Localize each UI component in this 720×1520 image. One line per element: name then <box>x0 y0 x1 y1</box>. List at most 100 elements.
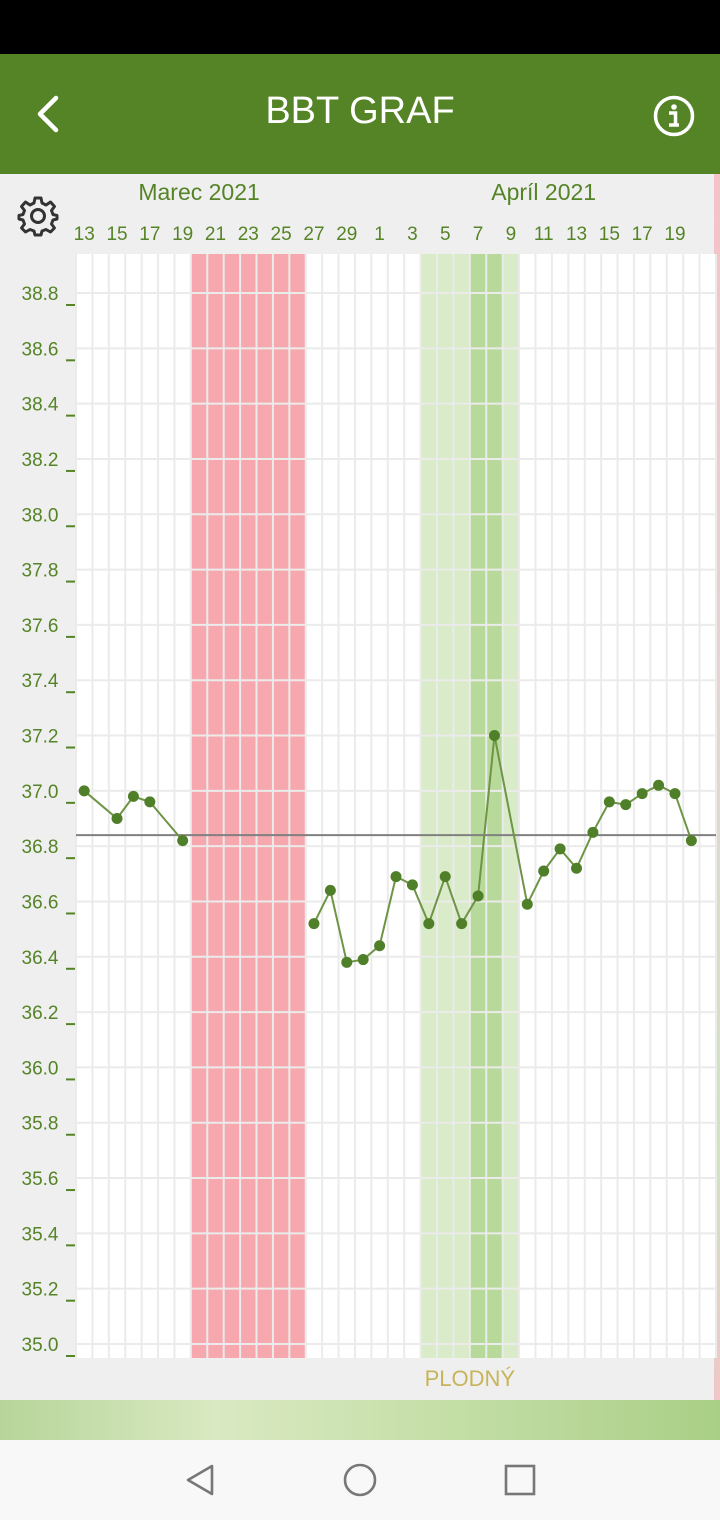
x-tick-label: 11 <box>534 224 554 245</box>
plot-background <box>76 254 716 1358</box>
temperature-point <box>521 898 533 910</box>
x-tick-label: 13 <box>74 224 95 245</box>
settings-button[interactable] <box>16 194 60 238</box>
period-day-band <box>223 254 241 1358</box>
temperature-point <box>308 918 320 930</box>
system-nav-bar <box>0 1440 720 1520</box>
y-tick-label: 36.8 <box>22 837 59 858</box>
back-button[interactable] <box>30 92 70 136</box>
y-tick-label: 38.2 <box>22 450 59 471</box>
chevron-left-icon <box>37 95 59 133</box>
y-tick-label: 38.8 <box>22 284 59 305</box>
temperature-point <box>144 796 156 808</box>
x-tick-label: 25 <box>271 224 292 245</box>
temperature-point <box>439 871 451 883</box>
y-tick-label: 38.4 <box>22 395 59 416</box>
temperature-point <box>357 954 369 966</box>
bbt-chart[interactable]: 38.8 38.6 38.4 38.2 38.0 37.8 37.6 37.4 37.2 37.0… <box>0 174 720 1400</box>
nav-back-button[interactable] <box>180 1460 220 1500</box>
temperature-point <box>127 790 139 802</box>
month-label: Apríl 2021 <box>491 179 596 205</box>
bottom-decoration <box>0 1400 720 1440</box>
nav-home-button[interactable] <box>340 1460 380 1500</box>
y-tick-label: 37.8 <box>22 561 59 582</box>
circle-home-icon <box>343 1463 377 1497</box>
x-tick-label: 1 <box>374 224 385 245</box>
temperature-point <box>620 799 632 811</box>
peak-fertile-day-band <box>486 254 503 1358</box>
month-label: Marec 2021 <box>138 179 259 205</box>
x-tick-label: 27 <box>303 224 324 245</box>
temperature-point <box>571 862 583 874</box>
x-tick-label: 17 <box>139 224 160 245</box>
x-tick-label: 9 <box>506 224 517 245</box>
x-tick-label: 15 <box>106 224 127 245</box>
fertile-day-band <box>502 254 520 1358</box>
temperature-point <box>603 796 615 808</box>
y-tick-label: 35.6 <box>22 1169 59 1190</box>
page-title: BBT GRAF <box>265 90 455 132</box>
status-bar <box>0 0 720 54</box>
temperature-point <box>685 835 697 847</box>
y-tick-label: 37.0 <box>22 782 59 803</box>
fertile-day-band <box>420 254 438 1358</box>
temperature-point <box>587 826 599 838</box>
y-tick-label: 35.0 <box>22 1335 59 1356</box>
period-day-band <box>207 254 224 1358</box>
info-icon <box>653 95 695 137</box>
gear-icon <box>17 196 59 237</box>
temperature-point <box>390 871 402 883</box>
period-day-band <box>190 254 208 1358</box>
x-tick-label: 17 <box>632 224 653 245</box>
x-tick-label: 15 <box>599 224 620 245</box>
period-day-band <box>256 254 273 1358</box>
temperature-point <box>554 843 566 855</box>
y-tick-label: 36.0 <box>22 1058 59 1079</box>
temperature-point <box>653 779 665 791</box>
square-recents-icon <box>504 1464 536 1496</box>
y-tick-label: 35.4 <box>22 1224 59 1245</box>
y-tick-label: 37.2 <box>22 727 59 748</box>
nav-recents-button[interactable] <box>500 1460 540 1500</box>
temperature-point <box>374 940 386 952</box>
temperature-point <box>341 956 353 968</box>
y-tick-label: 38.6 <box>22 339 59 360</box>
temperature-point <box>406 879 418 891</box>
triangle-back-icon <box>186 1464 214 1496</box>
y-tick-label: 35.2 <box>22 1280 59 1301</box>
y-tick-label: 37.4 <box>22 671 59 692</box>
y-tick-label: 38.0 <box>22 505 59 526</box>
fertile-label: PLODNÝ <box>425 1366 516 1391</box>
temperature-point <box>636 788 648 800</box>
temperature-point <box>423 918 435 930</box>
fertile-day-band <box>453 254 470 1358</box>
x-tick-label: 5 <box>440 224 451 245</box>
x-tick-label: 19 <box>172 224 193 245</box>
x-tick-label: 13 <box>566 224 587 245</box>
x-tick-label: 19 <box>664 224 685 245</box>
temperature-point <box>472 890 484 902</box>
temperature-point <box>177 835 189 847</box>
x-tick-label: 23 <box>238 224 259 245</box>
period-day-band <box>272 254 290 1358</box>
y-tick-label: 36.4 <box>22 948 59 969</box>
fertile-day-band <box>437 254 454 1358</box>
peak-fertile-day-band <box>469 254 487 1358</box>
x-tick-label: 21 <box>205 224 226 245</box>
y-tick-label: 35.8 <box>22 1114 59 1135</box>
temperature-point <box>669 788 681 800</box>
temperature-point <box>488 730 500 742</box>
x-tick-label: 3 <box>407 224 418 245</box>
y-tick-label: 36.2 <box>22 1003 59 1024</box>
temperature-point <box>324 884 336 896</box>
temperature-point <box>78 785 90 797</box>
app-bar: BBT GRAF <box>0 54 720 174</box>
info-button[interactable] <box>652 94 696 138</box>
period-day-band <box>289 254 306 1358</box>
x-tick-label: 7 <box>473 224 484 245</box>
temperature-point <box>538 865 550 877</box>
period-day-band <box>240 254 257 1358</box>
x-tick-label: 29 <box>336 224 357 245</box>
y-tick-label: 36.6 <box>22 892 59 913</box>
y-tick-label: 37.6 <box>22 616 59 637</box>
